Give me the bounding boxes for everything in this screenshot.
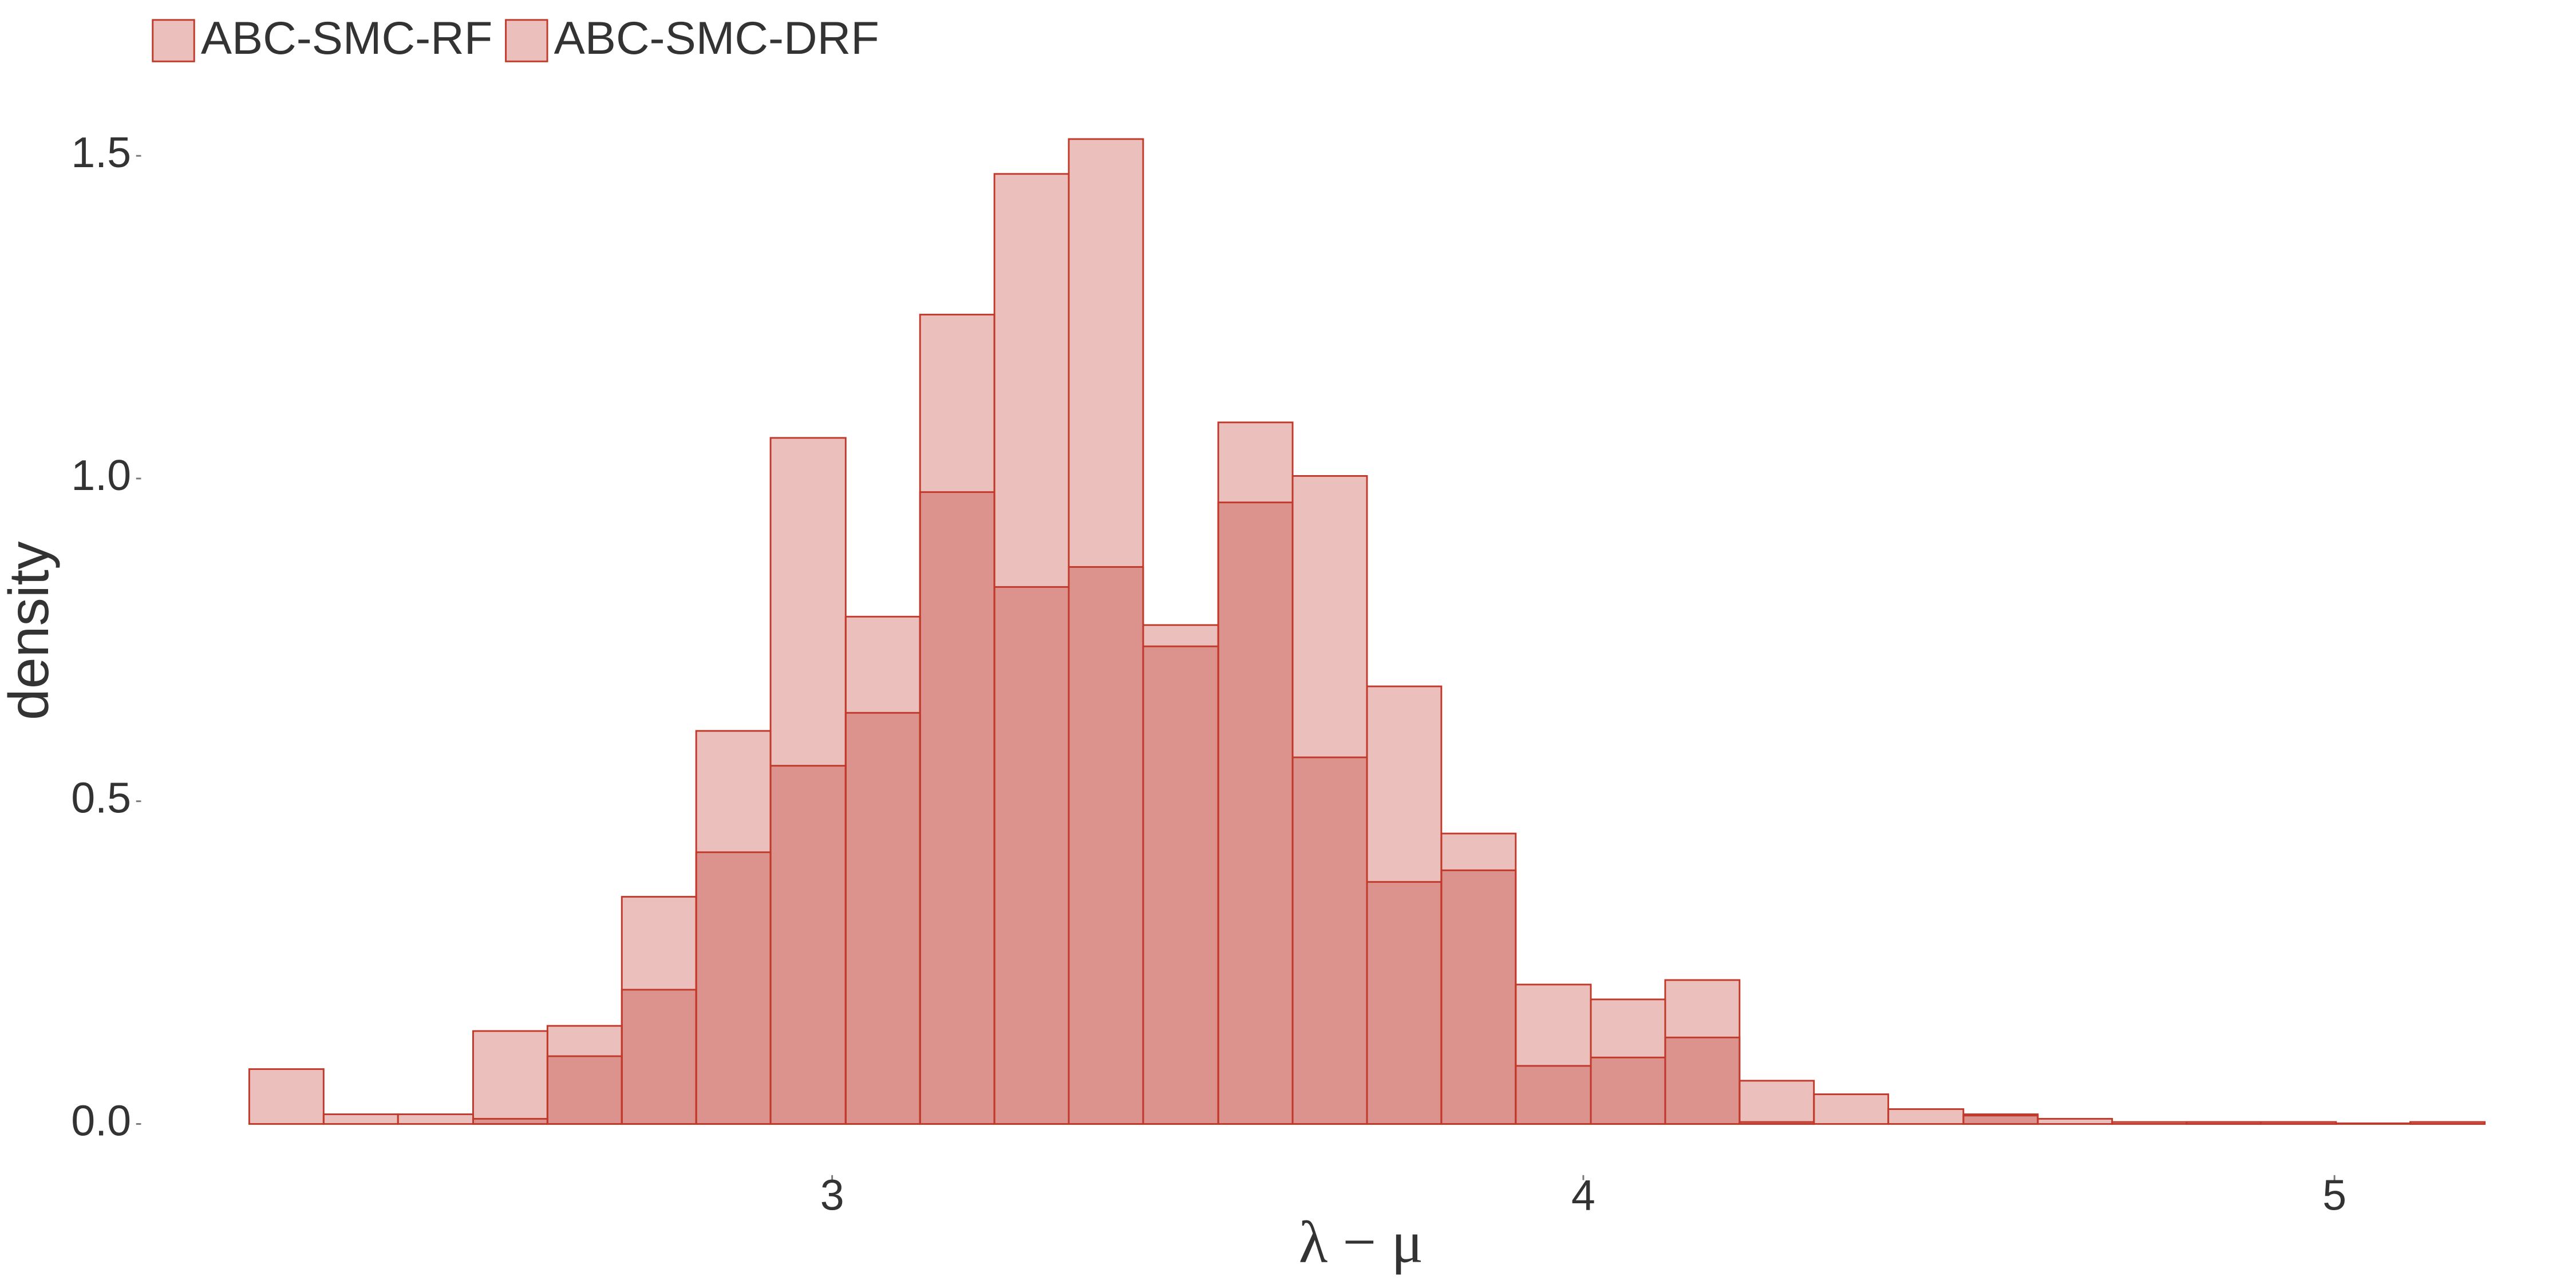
bar [2260, 1121, 2337, 1125]
bar [919, 491, 995, 1125]
bar [844, 712, 921, 1125]
bar [546, 1055, 623, 1125]
bar [2409, 1121, 2486, 1125]
y-tick-label: 1.5 [71, 128, 131, 176]
y-tick-label: 1.0 [71, 451, 131, 499]
bar [769, 765, 847, 1125]
legend-swatch [505, 19, 548, 62]
bar [695, 730, 772, 1125]
bar [1440, 832, 1517, 1125]
bar [993, 586, 1070, 1125]
bar [621, 989, 697, 1125]
legend-label: ABC-SMC-RF [201, 13, 493, 64]
bar [919, 314, 995, 1125]
bar [1366, 881, 1443, 1125]
legend-label: ABC-SMC-DRF [554, 13, 879, 64]
bar [1739, 1121, 1815, 1125]
bar [322, 1113, 399, 1125]
bar [1664, 979, 1741, 1125]
bar [1515, 983, 1592, 1125]
bar [2186, 1121, 2262, 1125]
bar [2037, 1117, 2113, 1125]
bar [2335, 1122, 2412, 1125]
bar [472, 1030, 548, 1125]
bar [1813, 1093, 1890, 1125]
x-tick-label: 4 [1571, 1171, 1595, 1219]
y-tick-label: 0.5 [71, 774, 131, 822]
bar [1142, 645, 1219, 1125]
bar [1515, 1065, 1592, 1125]
bar [1068, 566, 1144, 1125]
bar [1664, 1036, 1741, 1125]
bar [1217, 501, 1294, 1125]
y-axis-title: density [0, 541, 60, 720]
x-axis-title: λ − μ [1299, 1208, 1424, 1275]
bar [248, 1068, 325, 1125]
x-tick-label: 5 [2322, 1171, 2346, 1219]
bar [1962, 1115, 2039, 1125]
bar [1739, 1080, 1815, 1125]
y-tick-label: 0.0 [71, 1096, 131, 1144]
bar [1291, 475, 1368, 1125]
bar [472, 1117, 548, 1125]
bar [397, 1113, 474, 1125]
x-tick-label: 3 [820, 1171, 844, 1219]
bar [1366, 685, 1443, 1125]
bar [1440, 869, 1517, 1125]
bar [844, 615, 921, 1125]
bar [1291, 756, 1368, 1125]
bar [1590, 1056, 1666, 1125]
bar [695, 851, 772, 1125]
bar [2111, 1121, 2188, 1125]
legend-swatch [152, 19, 195, 62]
bar [621, 896, 697, 1125]
bar [1887, 1108, 1965, 1125]
bar [1590, 998, 1666, 1125]
